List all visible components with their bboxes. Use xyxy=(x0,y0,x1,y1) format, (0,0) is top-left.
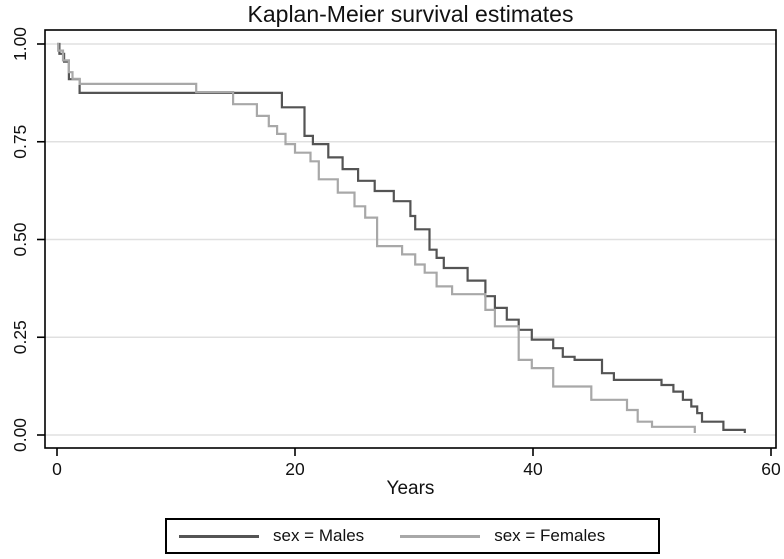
y-tick-label: 0.00 xyxy=(10,418,30,452)
y-tick-label: 0.50 xyxy=(10,222,30,256)
x-axis-label: Years xyxy=(386,478,435,499)
x-tick-label: 20 xyxy=(285,459,305,479)
y-tick-label: 0.75 xyxy=(10,125,30,159)
females-line-sample-icon xyxy=(400,534,481,538)
males-line-sample-icon xyxy=(179,534,259,538)
survival-curve-females xyxy=(57,42,696,433)
legend-label-females: sex = Females xyxy=(494,526,606,545)
legend-entry-males: sex = Males xyxy=(179,526,364,546)
y-tick-label: 1.00 xyxy=(10,27,30,61)
legend-label-males: sex = Males xyxy=(273,526,365,545)
legend-entry-females: sex = Females xyxy=(400,526,605,546)
x-tick-label: 40 xyxy=(523,459,543,479)
x-tick-label: 60 xyxy=(761,459,781,479)
legend: sex = Males sex = Females xyxy=(165,518,660,554)
survival-curve-males xyxy=(57,42,746,433)
y-tick-label: 0.25 xyxy=(10,320,30,354)
x-tick-label: 0 xyxy=(52,459,62,479)
chart-title: Kaplan-Meier survival estimates xyxy=(247,1,574,27)
